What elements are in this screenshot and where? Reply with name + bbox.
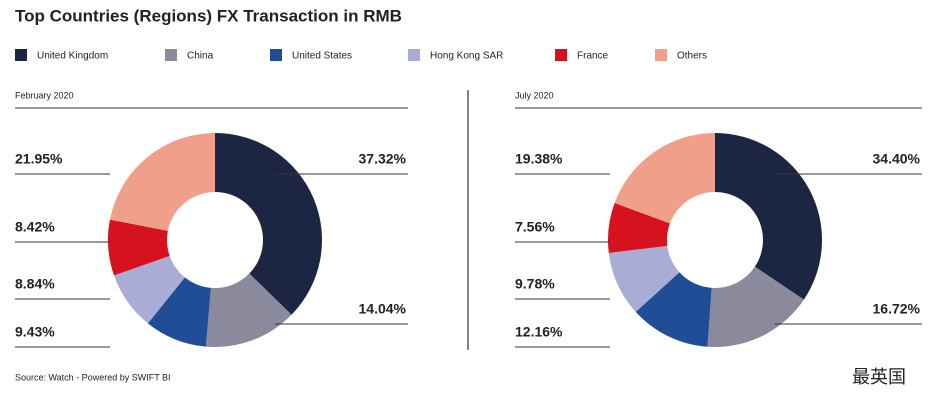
panel-subtitle: February 2020: [15, 90, 74, 100]
watermark: 最英国: [852, 367, 906, 387]
legend-label: France: [577, 51, 609, 62]
donut-slice: [608, 202, 670, 254]
legend-swatch: [408, 49, 420, 61]
donut-slice: [608, 245, 680, 312]
donut-slice: [614, 133, 715, 224]
donut-slice: [707, 266, 804, 347]
donut-slice: [205, 273, 292, 347]
donut-slice: [215, 133, 322, 315]
panel-subtitle: July 2020: [515, 90, 554, 100]
value-label: 37.32%: [359, 151, 407, 167]
value-label: 34.40%: [873, 151, 921, 167]
legend-label: Hong Kong SAR: [430, 51, 503, 62]
donut-slice: [109, 133, 215, 231]
value-label: 21.95%: [15, 151, 63, 167]
legend-swatch: [165, 49, 177, 61]
donut-slice: [147, 277, 211, 347]
value-label: 16.72%: [873, 301, 921, 317]
legend-label: Others: [677, 51, 707, 62]
legend-label: China: [187, 51, 214, 62]
source: Source: Watch - Powered by SWIFT BI: [15, 372, 171, 382]
legend-swatch: [15, 49, 27, 61]
donut-slice: [715, 133, 823, 300]
value-label: 9.43%: [15, 324, 55, 340]
legend-label: United States: [292, 51, 352, 62]
value-label: 14.04%: [359, 301, 407, 317]
donut-slice: [108, 219, 170, 276]
chart-title: Top Countries (Regions) FX Transaction i…: [15, 6, 402, 25]
legend-swatch: [555, 49, 567, 61]
donut-slice: [114, 255, 185, 324]
legend-label: United Kingdom: [37, 51, 108, 62]
value-label: 9.78%: [515, 276, 555, 292]
value-label: 8.84%: [15, 276, 55, 292]
legend-swatch: [655, 49, 667, 61]
value-label: 8.42%: [15, 219, 55, 235]
legend-swatch: [270, 49, 282, 61]
value-label: 7.56%: [515, 219, 555, 235]
donut-slice: [635, 272, 712, 347]
value-label: 12.16%: [515, 324, 563, 340]
value-label: 19.38%: [515, 151, 563, 167]
